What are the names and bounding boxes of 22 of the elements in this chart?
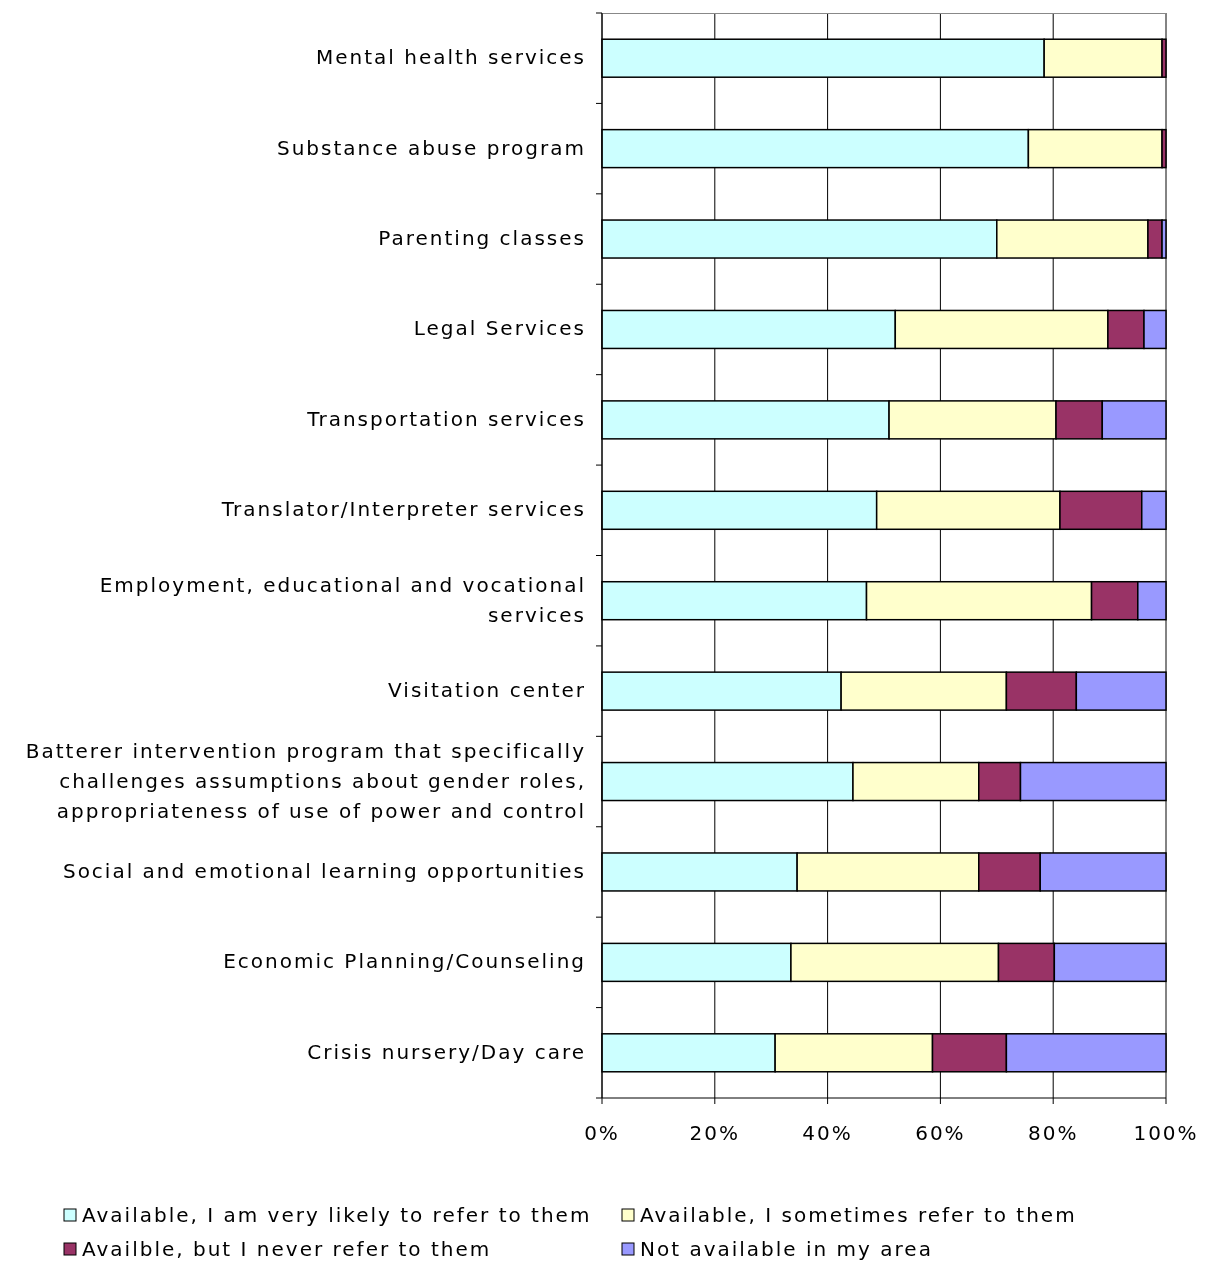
legend-label: Availble, but I never refer to them bbox=[82, 1236, 492, 1261]
x-tick-label: 60% bbox=[915, 1121, 966, 1145]
y-tick-label: Mental health services bbox=[316, 44, 586, 69]
y-tick-label: Batterer intervention program that specifically challenges assumptions about gender roles, appropriateness of use of power and control bbox=[25, 738, 586, 823]
y-tick-label: Transportation services bbox=[306, 406, 586, 431]
legend-label: Available, I sometimes refer to them bbox=[640, 1202, 1077, 1227]
y-tick-label: Economic Planning/Counseling bbox=[223, 948, 586, 973]
y-tick-label: Visitation center bbox=[388, 677, 586, 702]
y-tick-label: Social and emotional learning opportunities bbox=[62, 858, 586, 883]
x-tick-label: 80% bbox=[1027, 1121, 1079, 1145]
y-tick-label: Employment, educational and vocational services bbox=[99, 572, 586, 627]
x-tick-label: 0% bbox=[584, 1121, 620, 1145]
y-tick-label: Translator/Interpreter services bbox=[220, 496, 586, 521]
y-tick-label: Crisis nursery/Day care bbox=[307, 1039, 586, 1064]
y-tick-label: Legal Services bbox=[413, 315, 586, 340]
y-tick-label: Parenting classes bbox=[378, 225, 586, 250]
legend-label: Available, I am very likely to refer to them bbox=[82, 1202, 592, 1227]
x-tick-label: 100% bbox=[1133, 1121, 1199, 1145]
legend-label: Not available in my area bbox=[640, 1236, 933, 1261]
y-tick-label: Substance abuse program bbox=[277, 135, 586, 160]
x-tick-label: 40% bbox=[802, 1121, 853, 1145]
x-tick-label: 20% bbox=[689, 1121, 741, 1145]
